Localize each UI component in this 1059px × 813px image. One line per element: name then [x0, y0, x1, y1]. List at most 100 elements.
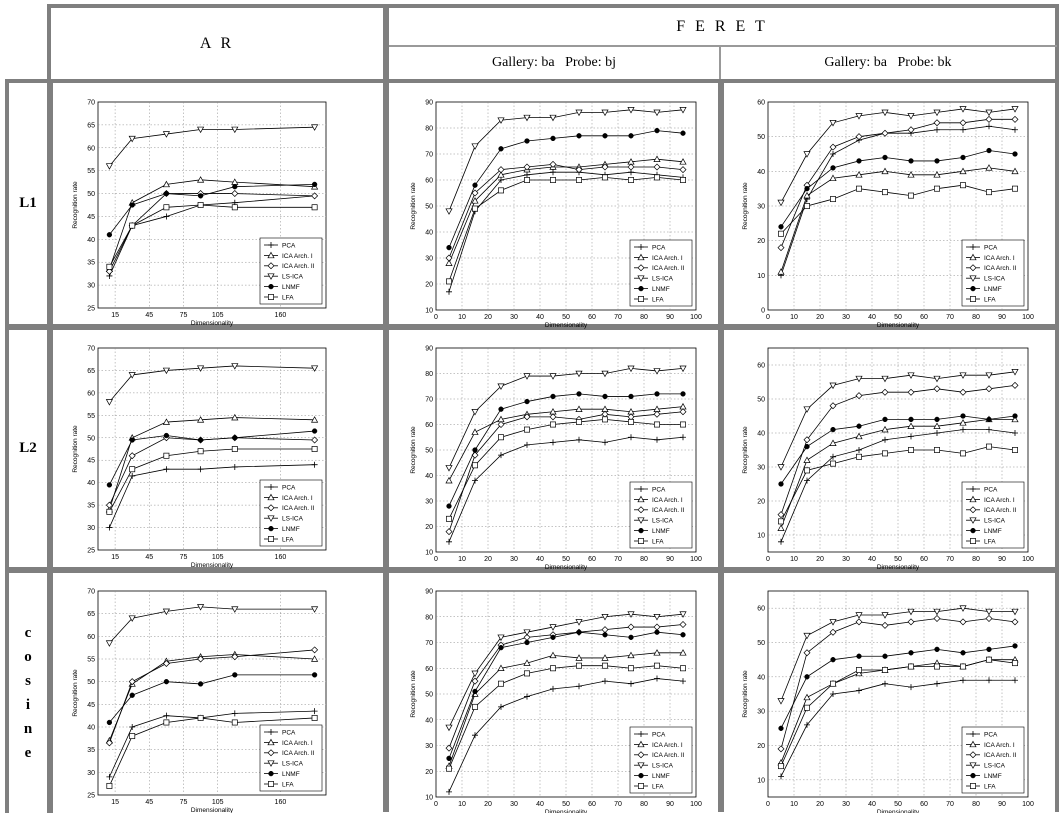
data-point [498, 177, 504, 183]
data-point [654, 391, 660, 397]
grid-row-divider-2 [5, 567, 1059, 573]
y-tick-label: 10 [757, 533, 765, 540]
data-point [933, 385, 941, 393]
x-tick-label: 40 [536, 556, 544, 563]
data-point [498, 703, 504, 710]
data-point [960, 650, 966, 656]
x-tick-label: 40 [868, 556, 876, 563]
data-point [311, 461, 318, 468]
data-point [679, 166, 687, 174]
series-line [780, 618, 1016, 750]
series-lfa [446, 416, 686, 522]
legend: PCA ICA Arch. I ICA Arch. II LS-ICA LNMF LFA [961, 726, 1025, 794]
y-axis-label: Recognition rate [410, 670, 417, 718]
data-point [934, 663, 940, 670]
data-point [497, 171, 505, 178]
x-tick-label: 10 [458, 314, 466, 321]
legend-marker [637, 751, 645, 759]
data-point [602, 439, 608, 446]
data-point [231, 446, 238, 452]
legend-entry: ICA Arch. II [984, 507, 1017, 514]
data-point [498, 187, 504, 194]
data-point [128, 372, 136, 379]
ar-header: A R [199, 35, 235, 52]
legend-box [629, 481, 693, 549]
data-point [163, 190, 170, 197]
data-point [1012, 643, 1018, 649]
legend-marker [267, 760, 275, 767]
data-point [653, 163, 661, 171]
series-line [780, 108, 1016, 203]
x-tick-label: 15 [111, 312, 119, 319]
feret-header: F E R E T [676, 17, 768, 35]
legend-marker [638, 486, 644, 492]
series-line [780, 167, 1016, 272]
data-point [680, 434, 686, 441]
legend-marker [637, 517, 645, 524]
legend-entry: LNMF [984, 528, 1002, 535]
data-point [471, 428, 479, 435]
data-point [162, 367, 170, 375]
data-point [498, 645, 504, 651]
series-ica-arch-i [105, 413, 319, 513]
data-point [777, 698, 785, 705]
data-point [129, 472, 136, 479]
x-tick-label: 50 [562, 556, 570, 563]
series-line [448, 171, 684, 292]
legend-marker [267, 504, 275, 512]
x-tick-label: 70 [946, 556, 954, 563]
data-point [855, 375, 863, 383]
legend-marker [268, 242, 274, 248]
data-point [804, 186, 810, 192]
series-line [109, 464, 315, 528]
data-point [882, 450, 888, 457]
legend-entry: LFA [282, 294, 294, 301]
series-line [109, 179, 315, 270]
legend-box [961, 239, 1025, 307]
data-point [1011, 369, 1019, 376]
data-point [803, 649, 811, 657]
legend-marker [969, 740, 977, 748]
data-point [628, 133, 634, 139]
legend-marker [638, 527, 644, 534]
data-point [907, 388, 915, 396]
data-point [163, 679, 170, 685]
x-tick-label: 75 [180, 799, 188, 806]
data-point [855, 113, 863, 120]
data-point [602, 393, 608, 400]
legend-marker [970, 285, 976, 292]
data-point [311, 365, 319, 372]
y-tick-label: 30 [425, 743, 433, 750]
x-tick-label: 60 [588, 801, 596, 808]
data-point [881, 129, 889, 137]
y-tick-label: 65 [87, 611, 95, 618]
data-point [628, 393, 634, 400]
legend-marker [267, 493, 275, 501]
data-point [830, 196, 836, 203]
legend-marker [268, 525, 274, 532]
x-tick-label: 0 [766, 556, 770, 563]
cosine-letter: i [25, 697, 31, 713]
x-tick-label: 10 [458, 801, 466, 808]
y-tick-label: 10 [425, 550, 433, 557]
data-point [106, 773, 113, 780]
x-tick-label: 90 [666, 801, 674, 808]
legend-entry: LS-ICA [652, 276, 674, 283]
series-lnmf [778, 413, 1018, 487]
x-tick-label: 80 [640, 801, 648, 808]
series-line [448, 176, 684, 282]
y-tick-label: 30 [425, 256, 433, 263]
legend-entry: ICA Arch. I [652, 497, 683, 504]
legend-box [629, 239, 693, 307]
data-point [311, 672, 318, 678]
x-tick-label: 90 [998, 556, 1006, 563]
data-point [908, 650, 914, 656]
x-tick-label: 20 [484, 801, 492, 808]
y-tick-label: 60 [425, 422, 433, 429]
data-point [231, 463, 238, 470]
x-tick-label: 70 [614, 556, 622, 563]
data-point [628, 634, 634, 640]
legend-marker [969, 495, 977, 503]
data-point [679, 649, 687, 656]
